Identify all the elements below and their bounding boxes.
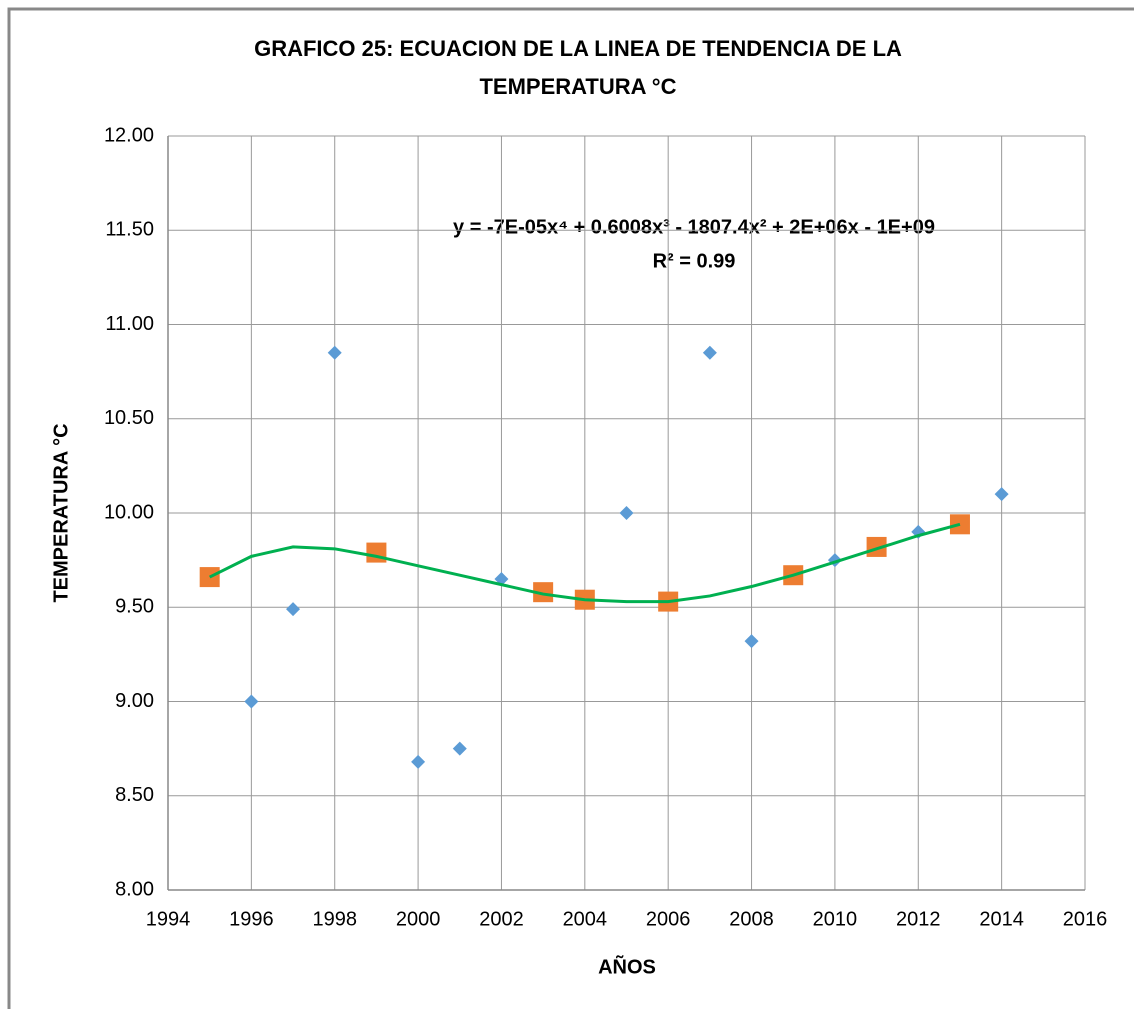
x-tick-label: 2012 — [896, 908, 941, 930]
annotation: y = -7E-05x⁴ + 0.6008x³ - 1807.4x² + 2E+… — [453, 216, 935, 238]
y-tick-label: 8.00 — [115, 878, 154, 900]
chart-title: TEMPERATURA °C — [479, 74, 676, 99]
chart-title: GRAFICO 25: ECUACION DE LA LINEA DE TEND… — [254, 36, 902, 61]
x-tick-label: 1998 — [312, 908, 357, 930]
diamond-point — [619, 506, 634, 520]
x-tick-label: 1996 — [229, 908, 274, 930]
y-tick-label: 9.50 — [115, 596, 154, 618]
y-tick-label: 10.50 — [104, 407, 154, 429]
annotation: R² = 0.99 — [653, 250, 736, 272]
x-tick-label: 2016 — [1063, 908, 1108, 930]
diamond-point — [327, 345, 342, 360]
y-tick-label: 10.00 — [104, 501, 154, 523]
diamond-point — [286, 602, 301, 617]
y-tick-label: 9.00 — [115, 690, 154, 712]
diamond-point — [411, 754, 426, 769]
diamond-point — [452, 741, 467, 756]
x-tick-label: 2000 — [396, 908, 441, 930]
x-tick-label: 2008 — [729, 908, 774, 930]
trend-line — [209, 522, 961, 604]
y-tick-label: 8.50 — [115, 784, 154, 806]
x-tick-label: 2004 — [563, 908, 608, 930]
x-tick-label: 2006 — [646, 908, 691, 930]
x-tick-label: 2002 — [479, 908, 524, 930]
y-axis-label: TEMPERATURA °C — [50, 423, 72, 602]
x-tick-label: 2010 — [813, 908, 858, 930]
y-tick-label: 11.50 — [105, 219, 154, 241]
frame — [7, 7, 1134, 1009]
diamond-point — [994, 487, 1009, 502]
diamond-point — [744, 634, 759, 649]
x-tick-label: 2014 — [979, 908, 1024, 930]
y-tick-label: 12.00 — [104, 124, 154, 146]
y-tick-label: 11.00 — [105, 313, 154, 335]
square-point — [366, 542, 387, 563]
diamond-point — [244, 694, 259, 709]
square-point — [533, 582, 554, 603]
x-axis-label: AÑOS — [598, 955, 656, 978]
x-tick-label: 1994 — [146, 908, 191, 930]
diamond-point — [702, 345, 717, 360]
